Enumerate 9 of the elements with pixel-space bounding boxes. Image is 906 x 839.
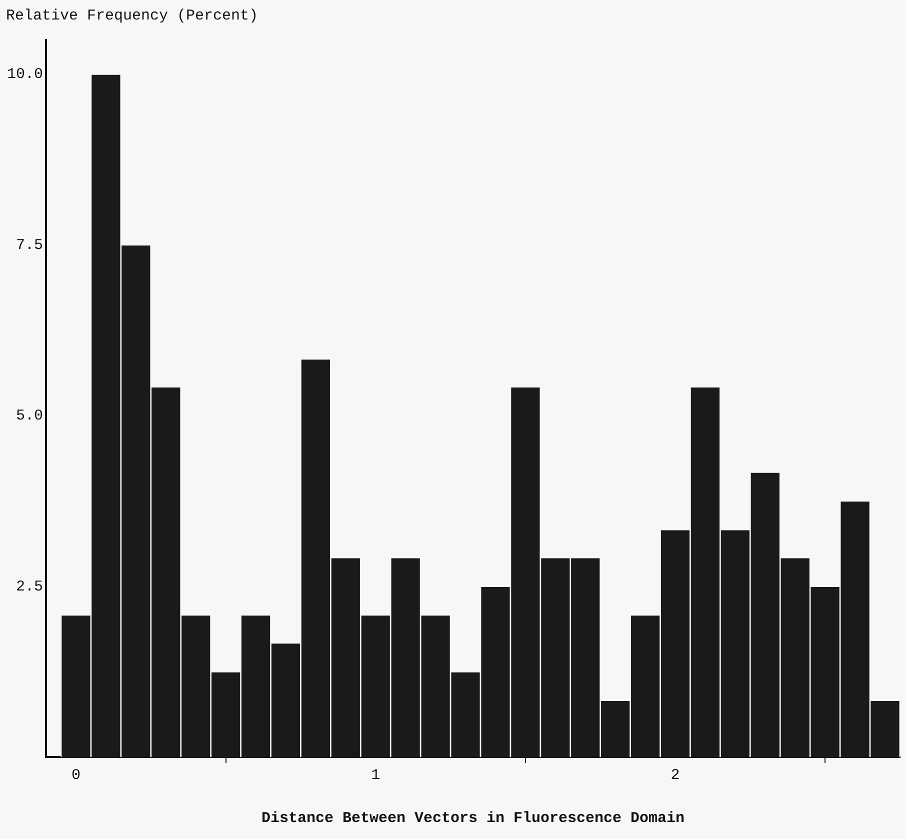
y-axis-title: Relative Frequency (Percent) (6, 7, 258, 24)
y-tick-label: 10.0 (6, 66, 44, 84)
x-tick-label: 1 (371, 766, 380, 784)
x-tick-label: 2 (670, 766, 680, 784)
y-tick-label: 5.0 (16, 408, 44, 425)
x-axis-title: Distance Between Vectors in Fluorescence Domain (261, 810, 685, 827)
x-tick-label: 0 (71, 766, 80, 784)
y-tick-label: 7.5 (16, 236, 44, 254)
y-tick-label: 2.5 (16, 578, 44, 596)
